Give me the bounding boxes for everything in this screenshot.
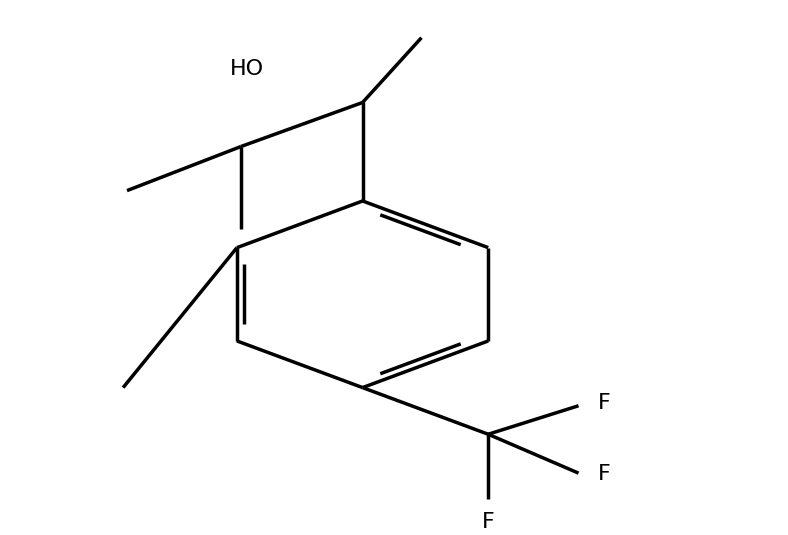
Text: HO: HO: [230, 59, 265, 79]
Text: F: F: [598, 393, 611, 413]
Text: F: F: [481, 512, 495, 532]
Text: F: F: [598, 464, 611, 484]
